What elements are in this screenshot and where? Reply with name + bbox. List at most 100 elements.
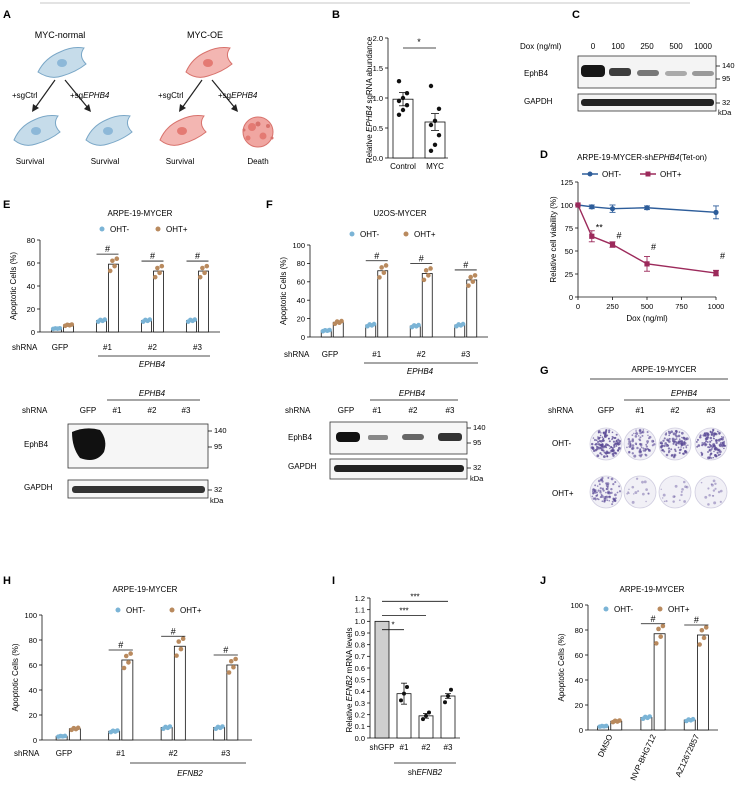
chart-E-ylabel: Apoptotic Cells (%)	[9, 252, 18, 320]
panel-letter-c: C	[572, 9, 580, 21]
g-colony	[601, 500, 604, 503]
d-legend-minus: OHT-	[602, 170, 621, 179]
chart-H-oht-plus-data-point	[75, 725, 81, 731]
e-kda: kDa	[210, 496, 224, 505]
chart-D-sig-mark: #	[651, 242, 656, 252]
chart-E-oht-plus-data-point	[112, 263, 117, 269]
g-colony	[675, 430, 678, 433]
c-dose-250: 250	[640, 42, 654, 51]
g-colony	[696, 445, 699, 448]
g-colony	[721, 436, 723, 438]
g-well-r1-c3	[658, 427, 692, 461]
g-colony	[687, 444, 689, 446]
g-colony	[631, 444, 635, 447]
g-colony	[633, 454, 637, 458]
chart-F-oht-plus-data-point	[379, 265, 384, 270]
g-colony	[627, 491, 630, 494]
g-colony	[600, 478, 603, 481]
chart-H-oht-plus-data-point	[180, 636, 186, 642]
g-colony	[674, 438, 677, 441]
chart-I-ytick-label: 0.5	[355, 675, 365, 684]
g-colony	[709, 454, 712, 456]
chart-J-ytick-label: 40	[575, 676, 583, 685]
g-colony	[614, 481, 617, 484]
chart-B-data-point	[428, 148, 434, 153]
g-colony	[615, 442, 618, 446]
chart-F-bar-oht-plus	[377, 270, 389, 338]
g-colony	[720, 437, 724, 441]
g-colony	[718, 433, 721, 435]
chart-H-bar-oht-plus	[121, 659, 134, 741]
chart-F-oht-plus-data-point	[472, 273, 478, 278]
chart-B-data-point	[400, 95, 406, 101]
g-colony	[639, 442, 642, 445]
g-colony	[632, 493, 635, 495]
death-label: Death	[247, 157, 268, 166]
panel-letter-b: B	[332, 9, 340, 21]
chart-E-bar-oht-plus	[108, 263, 119, 333]
chart-H-oht-plus-data-point	[178, 646, 184, 652]
c-dox-label: Dox (ng/ml)	[520, 42, 562, 51]
chart-F-xtick-label: #1	[372, 350, 381, 359]
panel-letter-f: F	[266, 199, 273, 211]
g-colony	[719, 453, 722, 456]
g-colony	[616, 491, 619, 494]
chart-B-data-point	[404, 103, 410, 108]
e-legend-minus: OHT-	[110, 225, 129, 234]
g-colony	[712, 479, 716, 483]
g-colony	[645, 445, 648, 448]
panel-letter-g: G	[540, 365, 549, 377]
g-colony	[598, 439, 602, 443]
chart-F-ytick-label: 0	[301, 333, 305, 342]
g-colony	[635, 477, 639, 480]
chart-I-ytick-label: 0.1	[355, 722, 365, 731]
g-colony	[631, 452, 634, 455]
chart-B-data-point	[436, 106, 442, 112]
chart-E-oht-plus-data-point	[202, 270, 207, 276]
g-colony	[611, 503, 614, 506]
g-colony	[708, 493, 711, 497]
g-colony	[628, 492, 630, 494]
g-colony	[696, 438, 700, 441]
g-colony	[600, 443, 604, 447]
f-band-gapdh	[334, 465, 464, 472]
g-colony	[615, 444, 618, 447]
c-mw-140: 140	[722, 61, 735, 70]
chart-D-xtick-label: 750	[675, 302, 688, 311]
g-colony	[682, 452, 685, 455]
g-colony	[709, 440, 712, 443]
chart-F-oht-minus-data-point	[327, 327, 332, 333]
c-mw-95: 95	[722, 74, 730, 83]
panel-letter-j: J	[540, 575, 546, 587]
chart-B-data-point	[432, 142, 438, 147]
g-colony	[678, 499, 681, 502]
chart-B-data-point	[432, 118, 438, 124]
g-colony	[614, 497, 617, 500]
chart-I-data-point	[443, 700, 447, 705]
chart-E-xtick-label: #1	[103, 343, 112, 352]
chart-H-oht-plus-data-point	[126, 660, 131, 665]
i-ylabel: Relative EFNB2 mRNA levels	[345, 628, 354, 733]
chart-J-ylabel: Apoptotic Cells (%)	[557, 633, 566, 701]
chart-F-sig-hash: #	[463, 260, 468, 270]
chart-E-sig-hash: #	[105, 244, 110, 254]
chart-J-ytick-label: 20	[575, 701, 583, 710]
g-colony	[711, 494, 714, 497]
g-colony	[711, 431, 714, 434]
g-colony	[672, 440, 676, 444]
g-colony	[631, 434, 634, 436]
chart-H-oht-minus-data-point	[62, 733, 68, 739]
panel-f: U2OS-MYCER OHT- OHT+ shRNA GFP EPHB4 EPH…	[284, 209, 486, 483]
chart-I-ytick-label: 1.2	[355, 594, 365, 603]
chart-I-ytick-label: 0.8	[355, 640, 365, 649]
chart-F-oht-plus-data-point	[470, 279, 476, 284]
e-wb-gfp: GFP	[80, 406, 96, 415]
g-colony	[596, 446, 599, 449]
g-colony	[648, 437, 650, 440]
g-colony	[710, 483, 713, 486]
chart-B-xtick-label: MYC	[426, 162, 444, 171]
chart-I-ytick-label: 0.2	[355, 710, 365, 719]
g-colony	[611, 437, 614, 440]
g-colony	[608, 445, 611, 447]
g-colony	[709, 436, 713, 440]
